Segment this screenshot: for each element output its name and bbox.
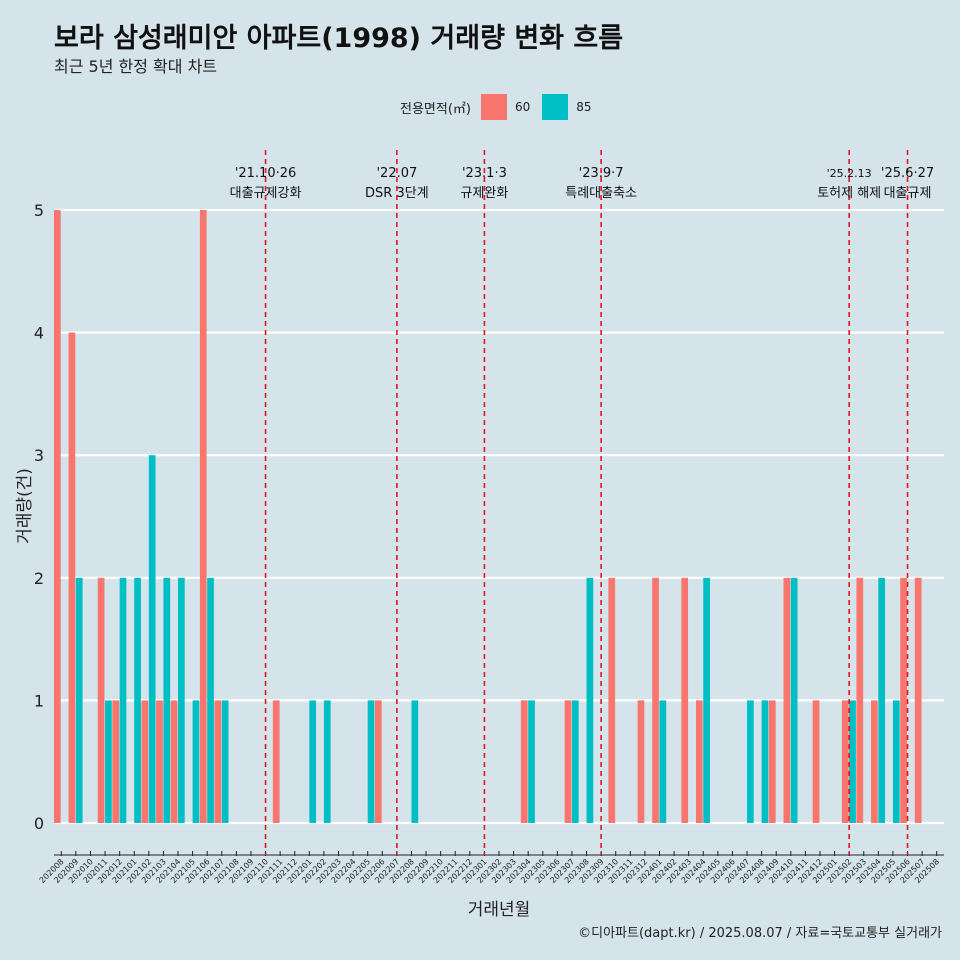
chart-title: 보라 삼성래미안 아파트(1998) 거래량 변화 흐름 — [54, 23, 624, 54]
bar-85-202208 — [411, 700, 419, 823]
bar-85-202407 — [747, 700, 754, 823]
bar-60-202107 — [214, 700, 222, 823]
y-tick-label: 3 — [34, 446, 44, 465]
bar-85-202012 — [119, 577, 127, 823]
bar-60-202506 — [900, 577, 907, 823]
bar-60-202507 — [914, 577, 922, 823]
event-date-label: '23.9·7 — [579, 166, 624, 181]
event-name-label: 규제완화 — [460, 186, 508, 201]
y-tick-label: 5 — [34, 201, 44, 220]
y-axis-title: 거래량(건) — [15, 468, 35, 544]
bar-60-202206 — [374, 700, 382, 823]
bar-60-202106 — [199, 210, 207, 823]
event-date-label: '21.10·26 — [235, 166, 296, 181]
bar-60-202008 — [54, 210, 61, 823]
chart-subtitle: 최근 5년 한정 확대 차트 — [54, 57, 218, 76]
bar-85-202401 — [659, 700, 667, 823]
bar-85-202202 — [323, 700, 331, 823]
bar-60-202307 — [564, 700, 572, 823]
bar-60-202504 — [871, 700, 878, 823]
bar-85-202307 — [571, 700, 579, 823]
legend-swatch-60 — [480, 94, 507, 120]
bar-60-202410 — [783, 577, 791, 823]
bar-60-202104 — [170, 700, 178, 823]
x-axis-title: 거래년월 — [468, 900, 531, 920]
bar-85-202408 — [761, 700, 769, 823]
bar-85-202011 — [105, 700, 112, 823]
bar-60-202103 — [156, 700, 163, 823]
event-name-label: 토허제 해제 — [817, 186, 881, 201]
legend: 전용면적(㎡) 60 85 — [400, 94, 604, 120]
bar-60-202412 — [812, 700, 820, 823]
bar-60-202403 — [681, 577, 689, 823]
bar-85-202505 — [892, 700, 900, 823]
legend-title: 전용면적(㎡) — [400, 101, 471, 117]
event-name-label: 대출규제강화 — [230, 186, 302, 201]
bar-60-202102 — [141, 700, 149, 823]
bar-60-202401 — [652, 577, 659, 823]
y-tick-label: 4 — [34, 324, 44, 343]
bar-60-202009 — [68, 332, 76, 823]
bar-85-202404 — [703, 577, 710, 823]
bar-85-202304 — [528, 700, 535, 823]
bar-85-202308 — [586, 577, 594, 823]
legend-label-60: 60 — [514, 100, 531, 114]
bar-60-202012 — [112, 700, 120, 823]
event-date-label: '22.07 — [376, 166, 417, 181]
bar-60-202502 — [841, 700, 849, 823]
event-name-label: 대출규제 — [884, 186, 932, 201]
bar-85-202107 — [221, 700, 229, 823]
y-tick-label: 2 — [34, 569, 44, 588]
bar-85-202102 — [148, 455, 156, 823]
bar-60-202011 — [97, 577, 105, 823]
event-name-label: 특례대출축소 — [565, 186, 637, 201]
bar-85-202009 — [75, 577, 83, 823]
bar-85-202106 — [207, 577, 214, 823]
event-date-label: '25.2.13 — [827, 167, 872, 180]
bar-60-202312 — [637, 700, 645, 823]
event-date-label: '23.1·3 — [462, 166, 507, 181]
source-caption: ©디아파트(dapt.kr) / 2025.08.07 / 자료=국토교통부 실… — [578, 926, 942, 941]
legend-label-85: 85 — [576, 100, 592, 114]
legend-swatch-85 — [542, 94, 569, 120]
bar-60-202304 — [520, 700, 528, 823]
y-tick-label: 0 — [34, 814, 44, 833]
bar-85-202410 — [790, 577, 798, 823]
bar-85-202201 — [309, 700, 317, 823]
bar-60-202404 — [695, 700, 703, 823]
bar-85-202103 — [163, 577, 171, 823]
bar-85-202105 — [192, 700, 200, 823]
event-date-label: '25.6·27 — [881, 166, 934, 181]
bar-85-202104 — [178, 577, 185, 823]
bar-85-202502 — [849, 700, 856, 823]
bar-60-202310 — [608, 577, 616, 823]
event-name-label: DSR 3단계 — [365, 186, 429, 201]
bar-85-202504 — [878, 577, 886, 823]
bar-85-202205 — [367, 700, 375, 823]
bar-85-202101 — [134, 577, 141, 823]
y-tick-label: 1 — [34, 691, 44, 710]
bar-60-202111 — [272, 700, 280, 823]
bar-60-202503 — [856, 577, 864, 823]
bar-60-202409 — [768, 700, 776, 823]
